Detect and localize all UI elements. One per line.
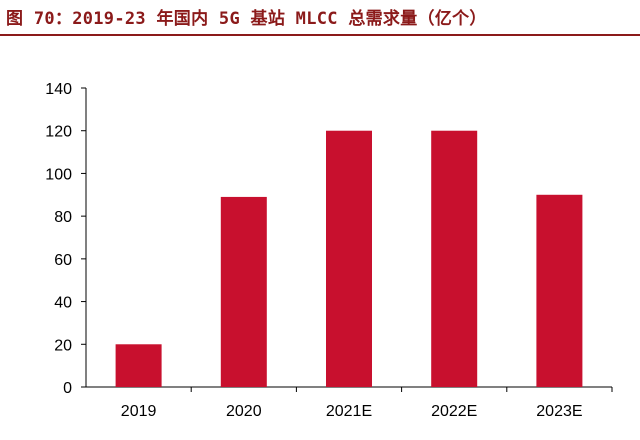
- y-tick-label: 20: [54, 337, 72, 354]
- y-tick-label: 40: [54, 295, 72, 312]
- x-tick-label: 2022E: [431, 403, 477, 420]
- y-tick-label: 60: [54, 252, 72, 269]
- x-tick-label: 2019: [121, 403, 157, 420]
- figure-title: 图 70：2019-23 年国内 5G 基站 MLCC 总需求量（亿个）: [6, 9, 487, 29]
- bar-2020: [220, 196, 267, 387]
- y-tick-label: 100: [45, 166, 72, 183]
- x-tick-label: 2023E: [536, 403, 582, 420]
- bar-2021E: [326, 130, 372, 387]
- x-tick-label: 2020: [226, 403, 262, 420]
- y-tick-label: 120: [45, 124, 72, 141]
- title-divider: [0, 34, 640, 36]
- bar-2023E: [536, 194, 583, 387]
- x-tick-label: 2021E: [326, 403, 372, 420]
- y-tick-label: 140: [45, 81, 72, 98]
- y-tick-label: 80: [54, 209, 72, 226]
- bar-2022E: [431, 130, 478, 387]
- y-tick-label: 0: [63, 380, 72, 397]
- bar-2019: [115, 344, 162, 387]
